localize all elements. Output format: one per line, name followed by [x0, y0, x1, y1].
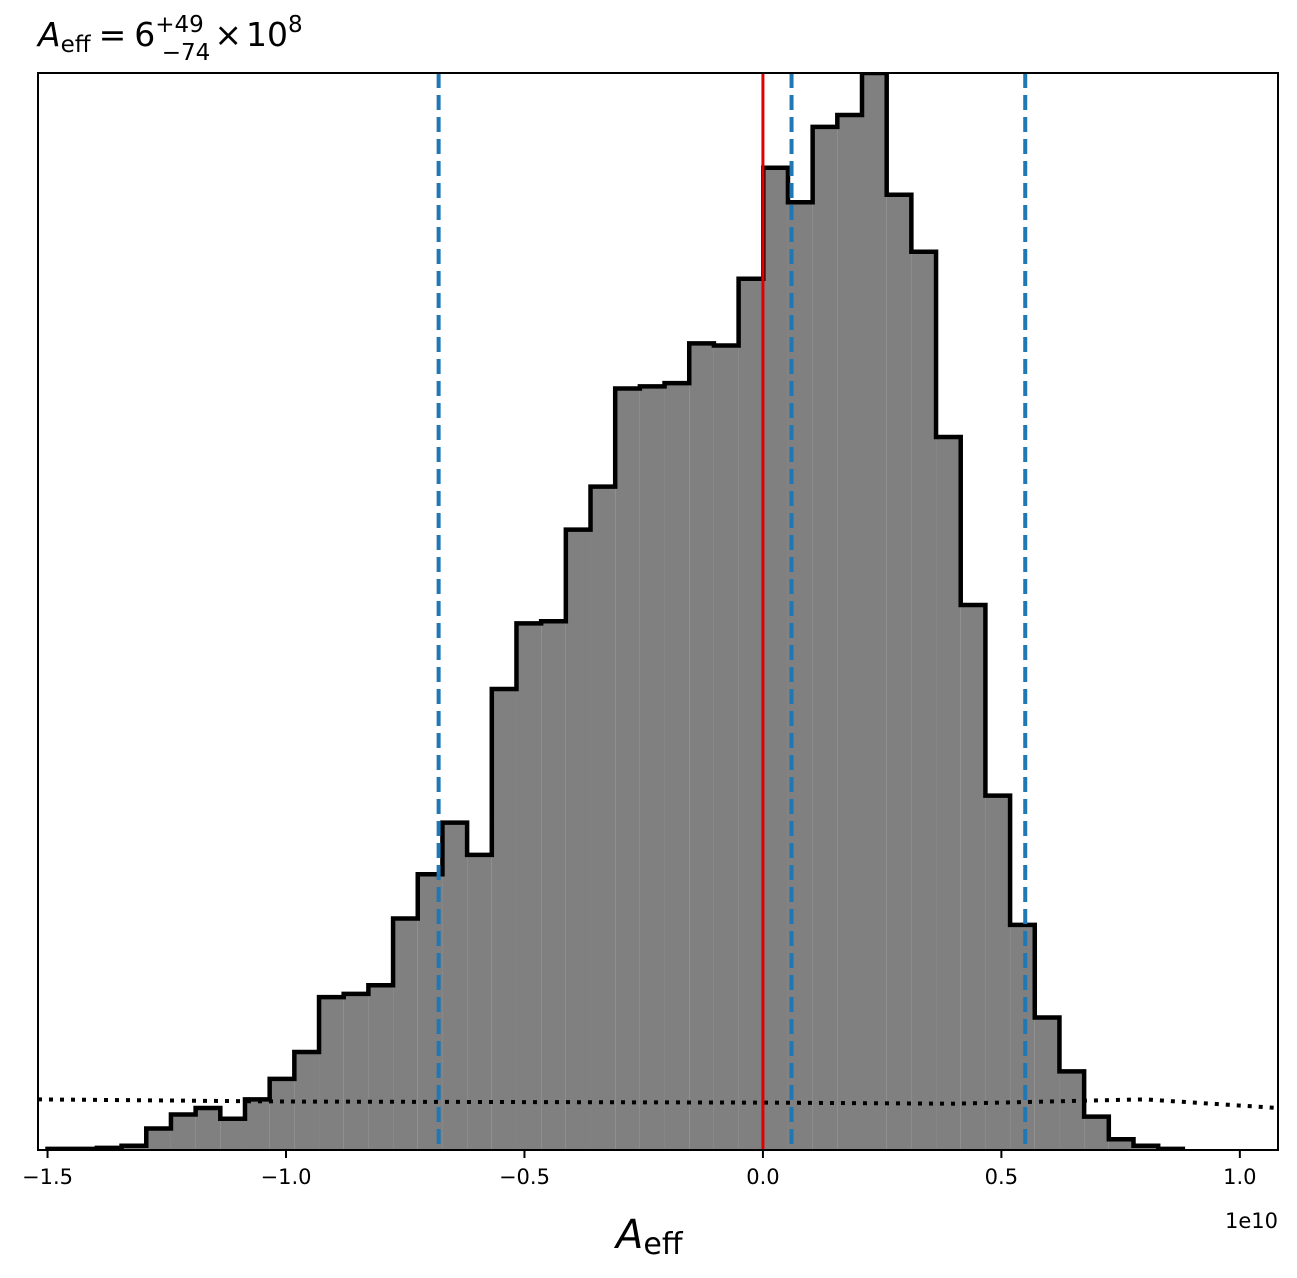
- histogram-bar: [664, 383, 690, 1150]
- histogram-bar: [763, 167, 788, 1150]
- histogram-bar: [1084, 1116, 1109, 1150]
- histogram-bar: [689, 343, 714, 1150]
- histogram-bar: [1010, 924, 1035, 1150]
- histogram-bar: [244, 1099, 270, 1150]
- histogram-bar: [862, 73, 887, 1150]
- histogram-bar: [886, 194, 912, 1150]
- histogram-bar: [936, 437, 961, 1150]
- histogram-bar: [713, 345, 739, 1150]
- x-tick-label: 0.5: [985, 1165, 1018, 1189]
- histogram-bar: [812, 126, 838, 1150]
- x-tick-label: 1.0: [1223, 1165, 1256, 1189]
- histogram-bar: [467, 854, 492, 1150]
- histogram-bar: [960, 605, 986, 1150]
- histogram-bar: [1059, 1071, 1085, 1150]
- histogram-outline: [45, 73, 1186, 1150]
- histogram-bar: [170, 1114, 196, 1150]
- x-tick-label: 0.0: [746, 1165, 779, 1189]
- x-tick-label: −0.5: [499, 1165, 550, 1189]
- histogram-bar: [146, 1128, 171, 1150]
- histogram-bar: [442, 822, 468, 1150]
- histogram-bar: [1108, 1139, 1134, 1150]
- histogram-bar: [615, 388, 640, 1150]
- x-offset-label: 1e10: [1225, 1209, 1278, 1233]
- histogram-bar: [343, 993, 369, 1150]
- x-axis-label: Aeff: [613, 1212, 684, 1262]
- chart-title: Aeff = 6+49 −74 × 108: [36, 12, 303, 66]
- histogram-bar: [491, 689, 517, 1150]
- histogram-bar: [195, 1107, 221, 1150]
- histogram-bar: [1034, 1017, 1060, 1150]
- histogram-bar: [911, 251, 937, 1150]
- histogram-bar: [985, 795, 1011, 1150]
- histogram-bar: [319, 997, 344, 1150]
- histogram-bar: [516, 623, 542, 1150]
- histogram-bar: [639, 386, 665, 1150]
- histogram-bar: [220, 1118, 245, 1150]
- histogram-bar: [590, 486, 616, 1150]
- axes-frame: [37, 72, 1279, 1151]
- histogram-bar: [837, 115, 863, 1150]
- histogram-bar: [368, 985, 394, 1150]
- histogram-bar: [738, 278, 764, 1150]
- x-tick-label: −1.0: [261, 1165, 312, 1189]
- histogram-bar: [269, 1078, 295, 1150]
- plot-area: [38, 73, 1278, 1150]
- x-axis: −1.5 −1.0 −0.5 0.0 0.5 1.0: [22, 1150, 1257, 1189]
- histogram-bar: [565, 529, 591, 1150]
- x-tick-label: −1.5: [22, 1165, 73, 1189]
- histogram-bar: [541, 621, 566, 1150]
- histogram-bar: [393, 918, 418, 1150]
